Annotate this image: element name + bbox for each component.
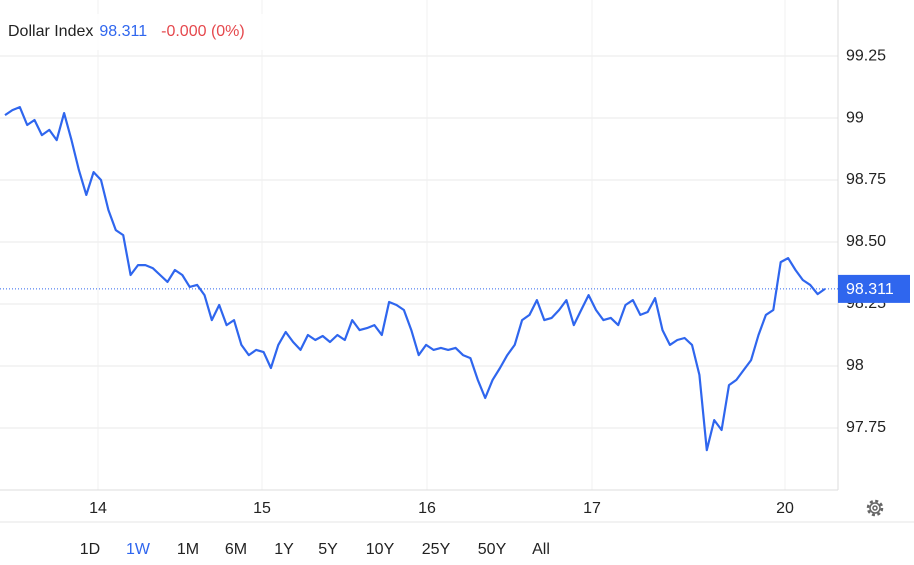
range-button[interactable]: 6M <box>225 541 247 558</box>
range-button[interactable]: All <box>532 541 550 558</box>
chart-title: Dollar Index 98.311 -0.000 (0%) <box>8 23 245 40</box>
gear-teeth <box>866 499 884 517</box>
x-tick-label: 15 <box>253 500 271 517</box>
gear-ring <box>869 502 881 514</box>
range-button[interactable]: 1M <box>177 541 199 558</box>
title: Dollar Index <box>8 23 93 40</box>
range-button[interactable]: 1D <box>80 541 100 558</box>
range-button[interactable]: 25Y <box>422 541 451 558</box>
y-tick-label: 99 <box>846 109 864 126</box>
x-tick-label: 14 <box>89 500 107 517</box>
x-tick-label: 16 <box>418 500 436 517</box>
y-tick-label: 99.25 <box>846 47 886 64</box>
y-tick-label: 98 <box>846 357 864 374</box>
range-button[interactable]: 50Y <box>478 541 507 558</box>
header-bg <box>0 14 300 50</box>
y-tick-label: 98.75 <box>846 171 886 188</box>
last-price-box <box>838 274 910 303</box>
last-price-label: 98.311 <box>846 281 894 298</box>
range-button[interactable]: 10Y <box>366 541 395 558</box>
x-tick-label: 20 <box>776 500 794 517</box>
range-button[interactable]: 5Y <box>318 541 338 558</box>
last-price: 98.311 <box>99 23 147 40</box>
price-line <box>4 106 826 452</box>
y-tick-label: 97.75 <box>846 419 886 436</box>
x-tick-label: 17 <box>583 500 601 517</box>
gear-hole <box>872 505 878 511</box>
settings-icon[interactable] <box>866 499 884 517</box>
change: -0.000 (0%) <box>161 23 245 40</box>
range-button[interactable]: 1W <box>126 541 151 558</box>
y-tick-label: 98.50 <box>846 233 886 250</box>
range-button[interactable]: 1Y <box>274 541 294 558</box>
